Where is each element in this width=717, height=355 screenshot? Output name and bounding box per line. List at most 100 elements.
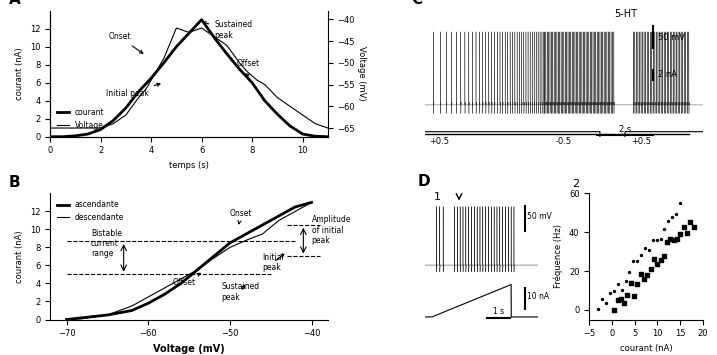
Text: 50 mV: 50 mV	[527, 212, 552, 221]
ascendante	[193, 268, 201, 272]
Text: Bistable
current
range: Bistable current range	[91, 229, 122, 258]
X-axis label: temps (s): temps (s)	[169, 161, 209, 170]
Voltage	[235, 61, 244, 65]
ascendante	[79, 316, 87, 320]
Text: 2: 2	[572, 179, 579, 189]
Voltage	[147, 78, 156, 82]
ascendante	[307, 200, 315, 204]
courant	[298, 132, 307, 136]
Point	[661, 239, 673, 245]
Point	[632, 258, 643, 264]
Line: ascendante: ascendante	[67, 202, 311, 320]
Text: 50 mV: 50 mV	[658, 33, 685, 42]
descendante	[258, 232, 267, 236]
Point	[681, 230, 693, 236]
Voltage	[159, 56, 168, 61]
Text: D: D	[418, 174, 430, 189]
Voltage	[311, 121, 320, 126]
descendante	[160, 286, 168, 290]
Point	[625, 280, 637, 286]
Voltage	[142, 87, 151, 91]
Point	[622, 293, 633, 298]
Voltage	[96, 126, 105, 130]
Y-axis label: courant (nA): courant (nA)	[15, 47, 24, 100]
Legend: ascendante, descendante: ascendante, descendante	[54, 197, 127, 225]
Line: courant: courant	[50, 20, 328, 137]
Point	[671, 236, 683, 241]
descendante	[209, 256, 218, 261]
ascendante	[209, 254, 218, 258]
courant	[134, 89, 143, 94]
Point	[651, 237, 663, 243]
Text: 1: 1	[434, 192, 441, 202]
courant	[84, 132, 92, 136]
Voltage	[122, 113, 130, 117]
Point	[620, 278, 632, 284]
descendante	[103, 313, 112, 317]
descendante	[79, 316, 87, 321]
Voltage	[298, 113, 307, 117]
courant	[222, 52, 231, 56]
Y-axis label: courant (nA): courant (nA)	[15, 230, 24, 283]
Point	[643, 247, 655, 252]
Point	[616, 287, 627, 293]
Text: Amplitude
of initial
peak: Amplitude of initial peak	[311, 215, 351, 245]
ascendante	[144, 301, 153, 305]
descendante	[144, 295, 153, 299]
Point	[675, 231, 686, 237]
Point	[667, 214, 678, 220]
X-axis label: Voltage (mV): Voltage (mV)	[153, 344, 225, 354]
courant	[96, 127, 105, 132]
Voltage	[46, 126, 54, 130]
Voltage	[243, 69, 252, 73]
Voltage	[222, 43, 231, 48]
Text: Sustained
peak: Sustained peak	[203, 20, 252, 40]
Point	[678, 224, 690, 230]
ascendante	[160, 292, 168, 296]
Voltage	[152, 69, 161, 73]
courant	[235, 67, 244, 71]
courant	[210, 36, 219, 40]
courant	[185, 31, 194, 35]
Line: descendante: descendante	[67, 202, 311, 320]
descendante	[291, 209, 300, 214]
Point	[632, 282, 643, 287]
ascendante	[291, 205, 300, 209]
Point	[600, 300, 612, 306]
Voltage	[84, 126, 92, 130]
Y-axis label: Voltage (mV): Voltage (mV)	[357, 47, 366, 101]
courant	[285, 124, 294, 128]
Voltage	[260, 82, 269, 87]
courant	[109, 118, 118, 122]
Line: Voltage: Voltage	[50, 28, 328, 128]
Text: Offset: Offset	[237, 60, 260, 77]
Text: 1 s: 1 s	[493, 307, 504, 316]
Voltage	[134, 95, 143, 100]
Voltage	[71, 126, 80, 130]
Point	[655, 236, 666, 242]
courant	[323, 135, 332, 139]
Text: -0.5: -0.5	[556, 137, 572, 146]
courant	[122, 106, 130, 110]
courant	[197, 17, 206, 22]
Text: C: C	[411, 0, 422, 7]
Point	[635, 271, 647, 277]
Text: Onset: Onset	[108, 32, 143, 53]
courant	[59, 135, 67, 139]
Point	[612, 297, 623, 303]
courant	[159, 61, 168, 65]
Point	[647, 237, 658, 243]
descendante	[275, 218, 283, 223]
Point	[609, 307, 620, 313]
ascendante	[226, 241, 234, 245]
Voltage	[273, 95, 282, 100]
Point	[645, 266, 656, 272]
descendante	[226, 245, 234, 250]
Voltage	[172, 26, 181, 30]
ascendante	[258, 223, 267, 227]
Point	[670, 211, 682, 217]
ascendante	[103, 313, 112, 317]
Point	[638, 276, 650, 282]
Text: Sustained
peak: Sustained peak	[222, 282, 260, 302]
Voltage	[210, 34, 219, 39]
